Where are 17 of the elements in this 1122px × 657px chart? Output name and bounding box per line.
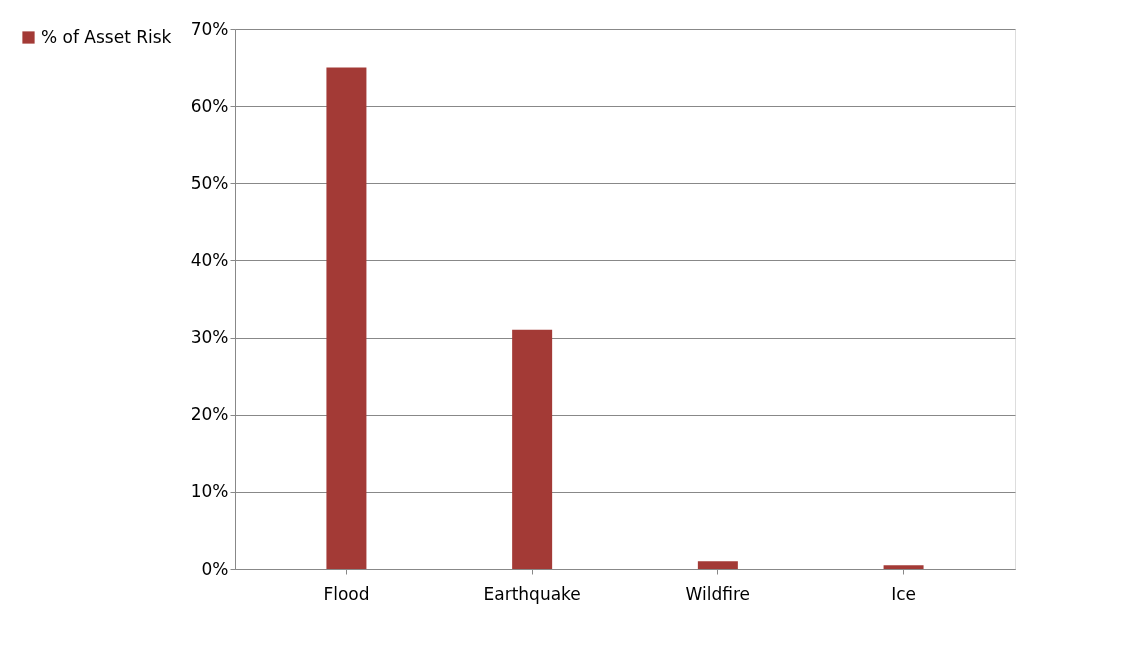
bar — [697, 561, 738, 569]
x-tick-label: Ice — [891, 583, 916, 604]
x-tick-label: Earthquake — [483, 583, 581, 604]
x-tick-label: Flood — [323, 583, 370, 604]
y-tick-label: 70% — [190, 18, 229, 39]
bar — [512, 329, 553, 569]
y-tick-label: 30% — [190, 327, 229, 348]
y-tick-label: 20% — [190, 404, 229, 425]
legend-label: % of Asset Risk — [41, 26, 172, 47]
y-tick-label: 60% — [190, 95, 229, 116]
y-tick-label: 40% — [190, 249, 229, 270]
x-tick-label: Wildfire — [685, 583, 751, 604]
bar — [326, 67, 367, 569]
y-tick-label: 10% — [190, 481, 229, 502]
y-tick-label: 50% — [190, 172, 229, 193]
y-tick-label: 0% — [201, 558, 229, 579]
bar — [883, 565, 924, 569]
